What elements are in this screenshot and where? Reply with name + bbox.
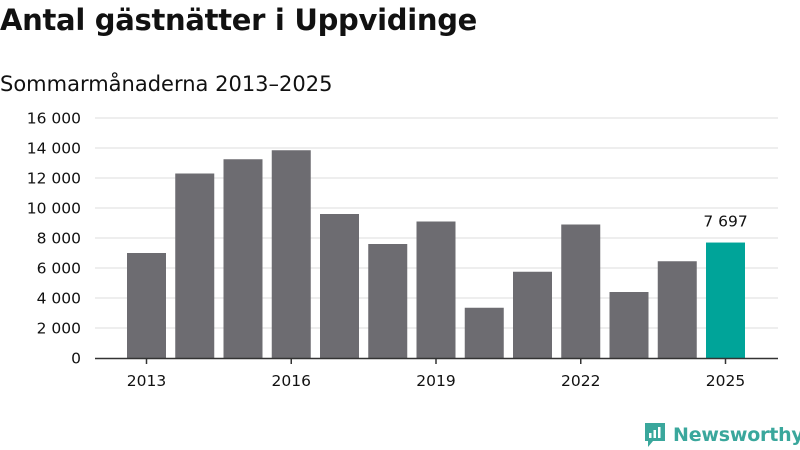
- brand-name: Newsworthy: [673, 424, 800, 446]
- x-tick-label: 2022: [561, 372, 600, 390]
- bar-2022: [561, 224, 601, 358]
- bar-2015: [223, 159, 263, 358]
- y-tick-label: 16 000: [27, 110, 81, 128]
- bar-2021: [513, 271, 552, 358]
- y-tick-label: 4 000: [37, 290, 81, 308]
- bar-2017: [320, 214, 359, 358]
- bar-2018: [368, 244, 408, 358]
- bar-2023: [609, 292, 649, 358]
- data-label: 7 697: [703, 213, 747, 231]
- chart-title: Antal gästnätter i Uppvidinge: [0, 3, 478, 37]
- y-tick-label: 2 000: [37, 320, 81, 338]
- x-tick-label: 2013: [127, 372, 166, 390]
- y-tick-label: 14 000: [27, 140, 81, 158]
- bar-2014: [175, 173, 215, 358]
- bar-chart: 0 2 000 4 000 6 000 8 000 10 000 12 000 14 000 1…: [27, 110, 778, 390]
- bar-2013: [127, 253, 166, 358]
- y-tick-label: 6 000: [37, 260, 81, 278]
- bar-2025: [706, 242, 745, 358]
- bar-2019: [416, 221, 456, 358]
- x-tick-label: 2019: [416, 372, 455, 390]
- newsworthy-logo-icon: [645, 423, 665, 447]
- y-tick-label: 0: [71, 350, 81, 368]
- bar-2020: [464, 307, 504, 358]
- y-tick-label: 8 000: [37, 230, 81, 248]
- chart-subtitle: Sommarmånaderna 2013–2025: [0, 72, 333, 96]
- x-tick-label: 2016: [272, 372, 311, 390]
- x-tick-label: 2025: [706, 372, 745, 390]
- brand-logo: Newsworthy: [643, 420, 800, 450]
- y-tick-label: 10 000: [27, 200, 81, 218]
- y-tick-label: 12 000: [27, 170, 81, 188]
- bar-2016: [271, 150, 311, 358]
- bar-2024: [657, 261, 697, 358]
